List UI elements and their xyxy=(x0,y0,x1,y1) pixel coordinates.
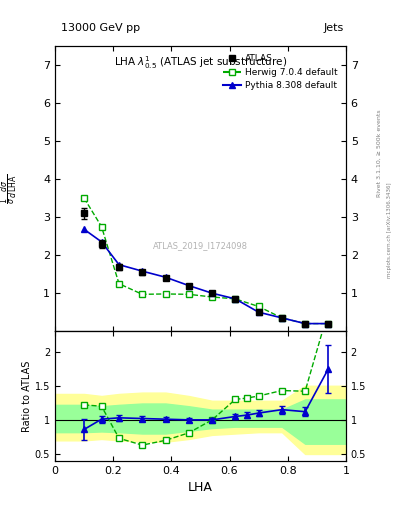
Text: Jets: Jets xyxy=(323,23,344,33)
X-axis label: LHA: LHA xyxy=(188,481,213,494)
Text: LHA $\lambda^1_{0.5}$ (ATLAS jet substructure): LHA $\lambda^1_{0.5}$ (ATLAS jet substru… xyxy=(114,55,287,72)
Y-axis label: Ratio to ATLAS: Ratio to ATLAS xyxy=(22,360,32,432)
Text: mcplots.cern.ch [arXiv:1306.3436]: mcplots.cern.ch [arXiv:1306.3436] xyxy=(387,183,391,278)
Text: ATLAS_2019_I1724098: ATLAS_2019_I1724098 xyxy=(153,241,248,250)
Legend: ATLAS, Herwig 7.0.4 default, Pythia 8.308 default: ATLAS, Herwig 7.0.4 default, Pythia 8.30… xyxy=(219,51,342,94)
Text: 13000 GeV pp: 13000 GeV pp xyxy=(61,23,140,33)
Text: Rivet 3.1.10, ≥ 500k events: Rivet 3.1.10, ≥ 500k events xyxy=(377,110,382,198)
Y-axis label: $\frac{1}{\sigma}\frac{d\sigma}{d\,\mathrm{LHA}}$: $\frac{1}{\sigma}\frac{d\sigma}{d\,\math… xyxy=(0,174,20,204)
